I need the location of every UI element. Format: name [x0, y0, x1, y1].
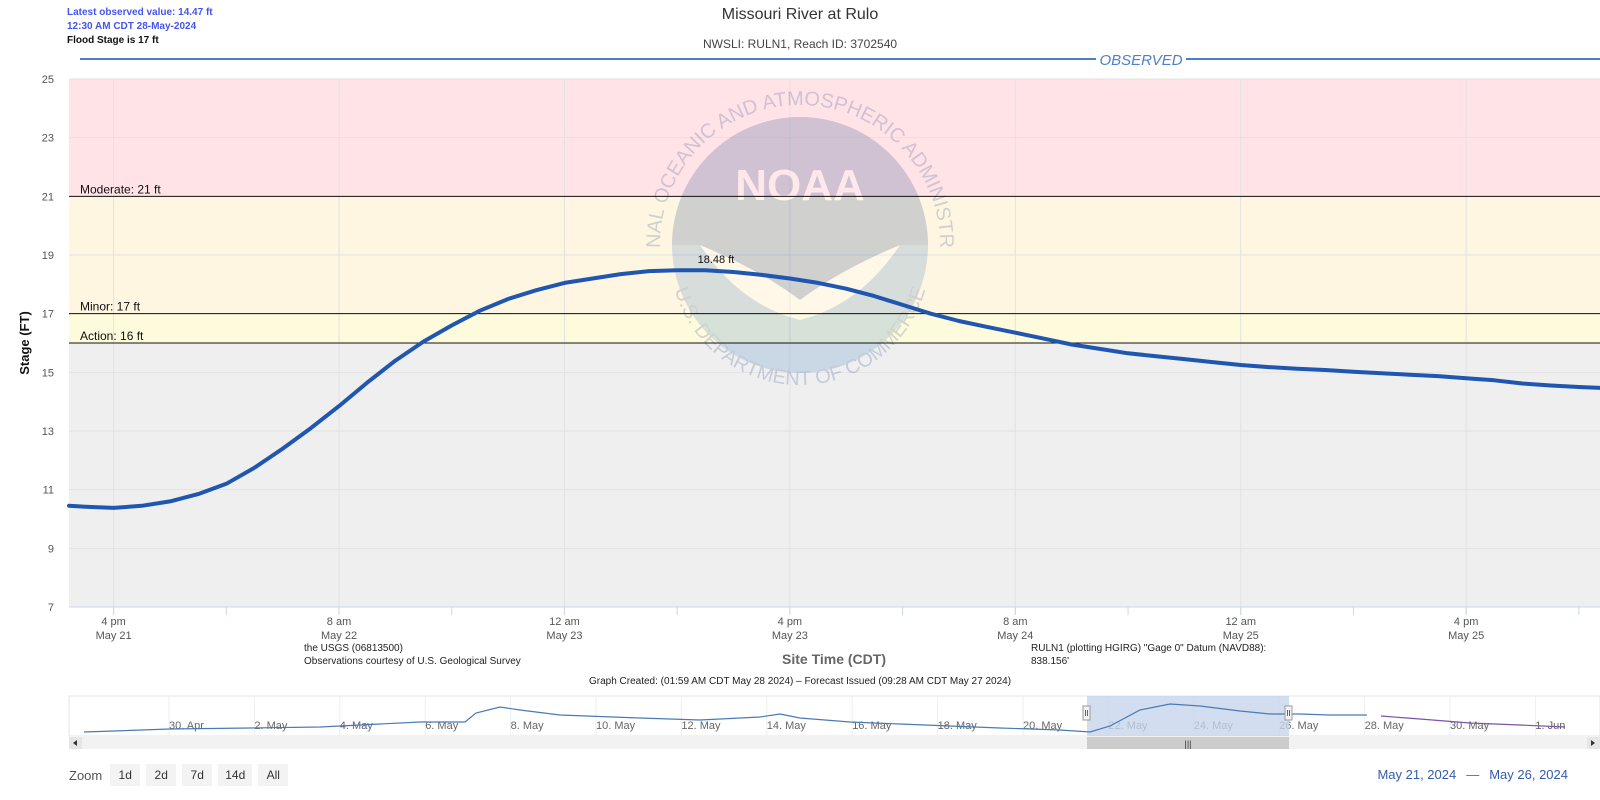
zoom-1d-button[interactable]: 1d: [110, 764, 141, 786]
legend-observed-label: OBSERVED: [1099, 52, 1182, 69]
x-axis-title: Site Time (CDT): [782, 651, 886, 667]
x-tick-label-time: 8 am: [1003, 616, 1027, 628]
latest-observation-box: Latest observed value: 14.47 ft 12:30 AM…: [67, 6, 213, 48]
graph-created-note: Graph Created: (01:59 AM CDT May 28 2024…: [588, 676, 1012, 687]
x-tick-label-time: 4 pm: [101, 616, 125, 628]
range-to[interactable]: May 26, 2024: [1489, 767, 1568, 782]
x-tick-label-date: May 25: [1223, 630, 1259, 642]
x-tick-label-date: May 24: [997, 630, 1033, 642]
left-arrow-icon: [73, 740, 77, 746]
navigator-label: 14. May: [767, 720, 807, 732]
scrollbar-thumb[interactable]: [1087, 737, 1289, 749]
navigator-label: 8. May: [511, 720, 545, 732]
latest-observed-value: Latest observed value: 14.47 ft: [67, 7, 213, 18]
zoom-controls: Zoom 1d 2d 7d 14d All: [69, 764, 289, 786]
x-tick-label-date: May 21: [96, 630, 132, 642]
noaa-bird-icon: [700, 245, 900, 320]
navigator-handle-right[interactable]: [1284, 705, 1293, 721]
threshold-label: Action: 16 ft: [80, 329, 144, 343]
x-tick-label-date: May 25: [1448, 630, 1484, 642]
x-tick-label-time: 4 pm: [1454, 616, 1478, 628]
usgs-credit: the USGS (06813500) Observations courtes…: [304, 642, 521, 668]
y-tick-label: 7: [48, 602, 54, 614]
zoom-7d-button[interactable]: 7d: [182, 764, 213, 786]
navigator-forecast-line: [1380, 715, 1566, 728]
x-tick-label-time: 8 am: [327, 616, 351, 628]
threshold-lines: Moderate: 21 ft Minor: 17 ft Action: 16 ft: [69, 182, 1600, 344]
navigator-label: 28. May: [1365, 720, 1405, 732]
x-axis: 4 pm May 21 8 am May 22 12 am May 23 4 pm May 2…: [69, 606, 1600, 642]
navigator-label: 6. May: [425, 720, 459, 732]
navigator-label: 10. May: [596, 720, 636, 732]
scrollbar-track[interactable]: [69, 737, 1600, 749]
x-tick-label-time: 12 am: [549, 616, 580, 628]
navigator-label: 12. May: [681, 720, 721, 732]
x-tick-label-date: May 23: [546, 630, 582, 642]
navigator-label: 30. Apr: [169, 720, 204, 732]
threshold-label: Moderate: 21 ft: [80, 182, 161, 196]
x-tick-label-time: 12 am: [1225, 616, 1256, 628]
navigator-background: [68, 695, 1600, 737]
navigator-label: 2. May: [254, 720, 288, 732]
chart-subtitle: NWSLI: RULN1, Reach ID: 3702540: [702, 37, 898, 51]
navigator-label: 4. May: [340, 720, 374, 732]
range-separator: —: [1466, 767, 1480, 782]
y-axis: 7 9 11 13 15 17 19 21 23 25: [42, 74, 54, 614]
noaa-logo-circle: [672, 117, 928, 373]
peak-label: 18.48 ft: [698, 254, 735, 266]
usgs-gauge-id: the USGS (06813500): [304, 643, 403, 654]
noaa-logo-upper: [672, 117, 928, 300]
zoom-all-button[interactable]: All: [258, 764, 289, 786]
zoom-14d-button[interactable]: 14d: [218, 764, 253, 786]
chart-title: Missouri River at Rulo: [721, 6, 879, 23]
zoom-2d-button[interactable]: 2d: [146, 764, 177, 786]
noaa-logo-text: NOAA: [735, 161, 865, 210]
x-tick-label-date: May 22: [321, 630, 357, 642]
y-tick-label: 13: [42, 426, 54, 438]
zoom-label: Zoom: [69, 767, 103, 783]
y-tick-label: 17: [42, 309, 54, 321]
x-tick-label-date: May 23: [772, 630, 808, 642]
y-tick-label: 21: [42, 191, 54, 203]
observed-series: [67, 268, 1600, 510]
y-tick-label: 15: [42, 367, 54, 379]
y-tick-label: 23: [42, 133, 54, 145]
band-action: [69, 313, 1600, 343]
y-tick-label: 25: [42, 74, 54, 86]
scrollbar-left-arrow[interactable]: [69, 737, 82, 749]
y-tick-label: 9: [48, 543, 54, 555]
flood-stage-note: Flood Stage is 17 ft: [67, 35, 159, 46]
latest-observed-time: 12:30 AM CDT 28-May-2024: [67, 21, 197, 32]
threshold-label: Minor: 17 ft: [80, 300, 141, 314]
datum-line-1: RULN1 (plotting HGIRG) "Gage 0" Datum (N…: [1031, 643, 1267, 654]
series-legend: OBSERVED: [80, 52, 1600, 69]
navigator-label: 26. May: [1279, 720, 1319, 732]
y-axis-title: Stage (FT): [17, 311, 32, 375]
scrollbar-right-arrow[interactable]: [1587, 737, 1600, 749]
range-from[interactable]: May 21, 2024: [1377, 767, 1457, 782]
navigator-selected-range[interactable]: [1087, 696, 1289, 736]
y-tick-label: 19: [42, 250, 54, 262]
scrollbar-grip: |||: [1184, 739, 1191, 749]
date-range: May 21, 2024 — May 26, 2024: [1377, 767, 1568, 782]
y-tick-label: 11: [43, 485, 54, 497]
navigator-handle-left[interactable]: [1082, 705, 1091, 721]
observed-line: [67, 268, 1600, 510]
flood-category-bands: [69, 79, 1600, 607]
navigator[interactable]: 30. Apr 2. May 4. May 6. May 8. May 10. May 12…: [0, 694, 1600, 750]
band-normal: [69, 343, 1600, 607]
navigator-observed-line: [83, 703, 1367, 733]
x-tick-label-time: 4 pm: [778, 616, 802, 628]
datum-line-2: 838.156': [1031, 656, 1070, 667]
stage-chart: NOAA NATIONAL OCEANIC AND ATMOSPHERIC AD…: [0, 0, 1600, 667]
right-arrow-icon: [1591, 740, 1595, 746]
datum-note: RULN1 (plotting HGIRG) "Gage 0" Datum (N…: [1031, 642, 1266, 668]
usgs-courtesy: Observations courtesy of U.S. Geological…: [304, 656, 521, 667]
